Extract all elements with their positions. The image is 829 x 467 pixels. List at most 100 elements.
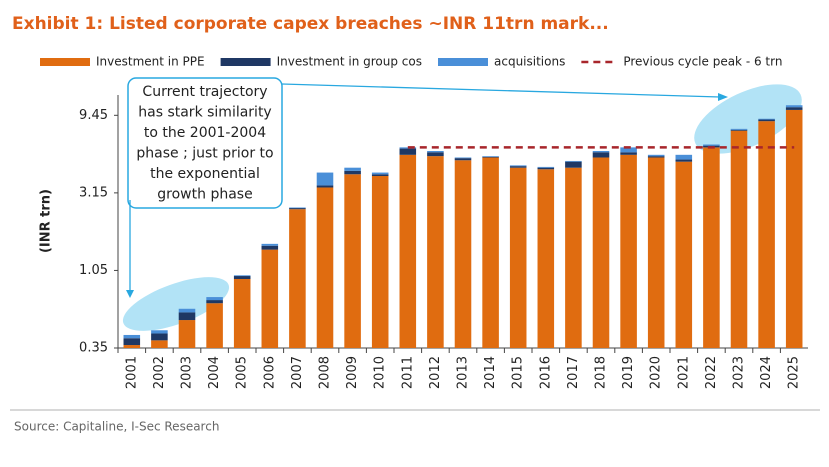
bar-segment bbox=[730, 130, 748, 348]
bar-segment bbox=[730, 128, 748, 130]
legend-label: acquisitions bbox=[494, 55, 565, 69]
bar-segment bbox=[675, 161, 693, 348]
x-tick-label: 2019 bbox=[621, 356, 636, 389]
bar-segment bbox=[316, 187, 334, 348]
x-tick-label: 2008 bbox=[318, 356, 333, 389]
bar-segment bbox=[178, 320, 196, 348]
y-axis-label: (INR trn) bbox=[39, 189, 54, 253]
x-tick-label: 2013 bbox=[456, 356, 471, 389]
bar-segment bbox=[261, 243, 279, 246]
bar-segment bbox=[730, 129, 748, 131]
bar-segment bbox=[537, 167, 555, 170]
bar-segment bbox=[509, 167, 527, 348]
x-tick-label: 2024 bbox=[759, 356, 774, 389]
annotation-text: has stark similarity bbox=[138, 105, 271, 121]
callout: Current trajectory has stark similarity to… bbox=[126, 77, 728, 298]
x-tick-label: 2023 bbox=[732, 356, 747, 389]
x-tick-label: 2007 bbox=[290, 356, 305, 389]
highlight bbox=[694, 84, 802, 154]
bar-segment bbox=[758, 121, 775, 348]
bar-segment bbox=[371, 172, 389, 175]
bar-segment bbox=[316, 172, 334, 186]
bar-segment bbox=[344, 174, 361, 348]
bar-segment bbox=[509, 166, 527, 168]
bar-segment bbox=[206, 300, 223, 304]
bar-segment bbox=[482, 156, 499, 158]
x-tick-label: 2004 bbox=[207, 356, 222, 389]
y-tick-label: 9.45 bbox=[79, 108, 108, 123]
x-tick-label: 2018 bbox=[594, 356, 609, 389]
bar-segment bbox=[509, 165, 527, 167]
arrowhead bbox=[126, 290, 134, 298]
chart-title: Exhibit 1: Listed corporate capex breach… bbox=[12, 14, 609, 34]
bar-segment bbox=[151, 330, 168, 334]
annotation-text: the exponential bbox=[150, 166, 260, 182]
x-tick-label: 2009 bbox=[345, 356, 360, 389]
highlight bbox=[122, 277, 230, 331]
bar-segment bbox=[454, 160, 472, 348]
bar-segment bbox=[371, 176, 389, 348]
bar-segment bbox=[344, 167, 361, 171]
bar-segment bbox=[592, 157, 610, 348]
legend-label: Investment in PPE bbox=[96, 55, 205, 69]
bar-segment bbox=[703, 147, 720, 348]
bar-segment bbox=[758, 119, 775, 122]
bar-segment bbox=[675, 154, 693, 160]
source-note: Source: Capitaline, I-Sec Research bbox=[14, 420, 219, 434]
annotation-text: Current trajectory bbox=[142, 84, 267, 100]
x-tick-label: 2003 bbox=[180, 356, 195, 389]
bar-segment bbox=[454, 157, 472, 159]
bar-segment bbox=[151, 333, 168, 341]
bar-segment bbox=[565, 160, 582, 162]
bar-segment bbox=[427, 156, 444, 348]
arrowhead bbox=[718, 93, 728, 101]
bar-segment bbox=[289, 209, 306, 348]
x-tick-label: 2011 bbox=[400, 356, 415, 389]
x-tick-label: 2014 bbox=[483, 356, 498, 389]
x-tick-label: 2021 bbox=[676, 356, 691, 389]
bar-segment bbox=[123, 334, 141, 339]
bar-segment bbox=[758, 118, 775, 120]
bar-segment bbox=[703, 144, 720, 146]
x-tick-label: 2025 bbox=[787, 356, 802, 389]
bar-segment bbox=[206, 297, 223, 301]
x-tick-label: 2017 bbox=[566, 356, 581, 389]
bar-segment bbox=[289, 207, 306, 209]
bar-segment bbox=[344, 170, 361, 175]
bar-segment bbox=[565, 167, 582, 348]
legend-swatch bbox=[438, 58, 488, 66]
x-tick-label: 2015 bbox=[511, 356, 526, 389]
legend-swatch bbox=[40, 58, 90, 66]
bar-segment bbox=[620, 147, 637, 153]
bar-segment bbox=[647, 156, 665, 158]
bar-segment bbox=[427, 151, 444, 153]
legend-swatch bbox=[220, 58, 271, 66]
annotation-text: phase ; just prior to bbox=[136, 146, 273, 162]
x-tick-label: 2012 bbox=[428, 356, 443, 389]
bar-segment bbox=[482, 157, 499, 348]
bar-segment bbox=[178, 312, 196, 321]
y-tick-label: 1.05 bbox=[79, 263, 108, 278]
bar-segment bbox=[151, 340, 168, 348]
bar-segment bbox=[675, 159, 693, 162]
bar-segment bbox=[261, 249, 279, 348]
bar-segment bbox=[289, 208, 306, 210]
bar-segment bbox=[647, 157, 665, 348]
bar-segment bbox=[316, 185, 334, 188]
bar-segment bbox=[399, 154, 417, 348]
bar-segment bbox=[178, 308, 196, 313]
bar-segment bbox=[620, 154, 637, 348]
bar-segment bbox=[123, 345, 141, 348]
bar-segment bbox=[592, 152, 610, 158]
bar-segment bbox=[565, 161, 582, 168]
x-tick-label: 2001 bbox=[124, 356, 139, 389]
arrow bbox=[281, 83, 721, 98]
legend-label: Investment in group cos bbox=[277, 55, 422, 69]
y-tick-label: 0.35 bbox=[79, 341, 108, 356]
bar-segment bbox=[592, 151, 610, 153]
annotation-text: to the 2001-2004 bbox=[144, 125, 266, 141]
x-tick-label: 2010 bbox=[373, 356, 388, 389]
x-tick-label: 2016 bbox=[538, 356, 553, 389]
bar-segment bbox=[454, 158, 472, 161]
bar-segment bbox=[785, 105, 803, 108]
